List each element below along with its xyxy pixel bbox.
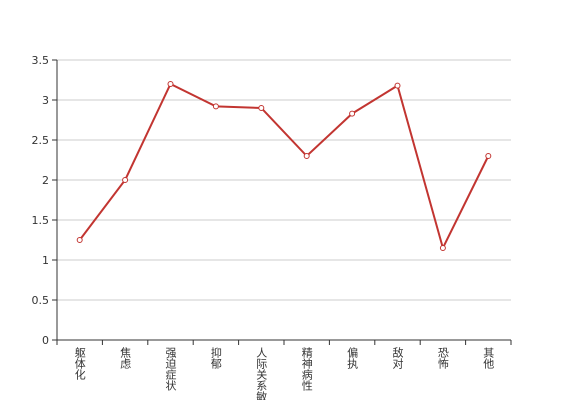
y-tick-label: 1.5 [32,214,50,227]
y-tick-label: 2.5 [32,134,50,147]
x-tick-label: 躯体化 [73,347,86,381]
point [76,237,83,243]
x-tick-label: 精神病性 [300,347,313,392]
x-tick-label: 敌对 [391,346,404,369]
x-tick-label: 其他 [482,347,495,369]
x-tick-label: 人际关系敏感 [255,347,268,400]
x-tick-label: 恐怖 [436,347,449,369]
line [78,82,490,251]
y-tick-label: 2 [42,174,49,187]
point [122,177,129,183]
y-tick-label: 3 [42,94,49,107]
x-tick-label: 偏执 [346,346,359,370]
x-tick-label: 焦虑 [119,347,132,369]
y-tick-label: 3.5 [32,54,50,67]
x-tick-label: 抑郁 [209,346,222,369]
y-tick-label: 1 [42,254,49,267]
point [394,82,401,89]
point [349,110,356,117]
y-tick-label: 0.5 [32,294,50,307]
point [167,81,174,87]
point [485,153,492,159]
point [258,105,265,111]
point [212,103,219,110]
y-tick-label: 0 [42,334,49,347]
point [439,245,446,251]
point [303,153,310,159]
x-tick-label: 强迫症状 [164,347,177,391]
